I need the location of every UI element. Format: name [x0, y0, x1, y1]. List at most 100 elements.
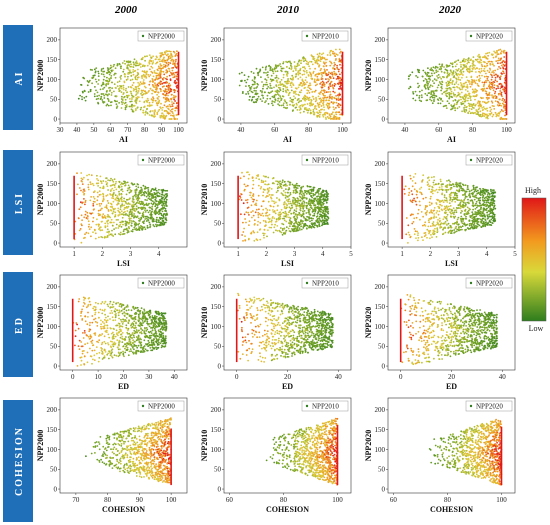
- scatter-point: [116, 195, 119, 198]
- scatter-point: [122, 220, 124, 223]
- scatter-point: [168, 70, 171, 73]
- scatter-point: [285, 60, 287, 63]
- scatter-point: [497, 49, 500, 51]
- scatter-point: [154, 84, 157, 86]
- scatter-point: [129, 208, 132, 211]
- scatter-point: [135, 88, 138, 91]
- scatter-point: [407, 78, 410, 80]
- scatter-point: [305, 98, 308, 101]
- scatter-point: [132, 73, 135, 76]
- scatter-point: [324, 58, 327, 61]
- scatter-point: [126, 189, 129, 192]
- scatter-point: [498, 104, 501, 107]
- scatter-point: [458, 199, 460, 202]
- scatter-point: [259, 68, 262, 71]
- scatter-point: [334, 63, 336, 66]
- scatter-point: [319, 215, 321, 218]
- scatter-point: [284, 184, 287, 187]
- scatter-point: [424, 212, 427, 215]
- scatter-point: [168, 100, 171, 103]
- scatter-point: [250, 70, 253, 73]
- scatter-point: [311, 104, 313, 107]
- scatter-point: [104, 225, 107, 228]
- scatter-point: [127, 86, 130, 88]
- legend-marker: [305, 158, 309, 162]
- scatter-point: [122, 230, 125, 233]
- scatter-point: [306, 219, 309, 222]
- legend: NPP2000: [137, 30, 185, 42]
- y-tick-label: 150: [211, 180, 222, 188]
- scatter-point: [157, 95, 160, 98]
- scatter-point: [82, 191, 84, 193]
- scatter-point: [248, 214, 250, 216]
- scatter-point: [429, 98, 431, 101]
- scatter-point: [280, 208, 283, 211]
- scatter-point: [333, 53, 335, 55]
- scatter-point: [446, 87, 449, 90]
- scatter-point: [460, 73, 462, 76]
- scatter-point: [322, 93, 325, 95]
- scatter-point: [426, 236, 428, 239]
- scatter-point: [500, 50, 503, 53]
- scatter-point: [173, 89, 176, 91]
- scatter-point: [252, 183, 255, 186]
- scatter-point: [466, 99, 469, 102]
- scatter-point: [173, 91, 176, 94]
- scatter-point: [163, 110, 166, 112]
- scatter-point: [159, 76, 162, 79]
- scatter-point: [318, 52, 321, 55]
- scatter-point: [312, 217, 314, 220]
- scatter-point: [158, 60, 161, 63]
- scatter-point: [295, 65, 298, 68]
- scatter-point: [483, 101, 486, 104]
- scatter-point: [321, 80, 324, 83]
- scatter-point: [325, 72, 328, 75]
- scatter-point: [301, 78, 304, 81]
- scatter-point: [113, 83, 116, 85]
- scatter-point: [93, 68, 96, 71]
- scatter-point: [466, 84, 469, 86]
- scatter-point: [275, 221, 277, 223]
- scatter-point: [118, 80, 121, 83]
- scatter-point: [313, 212, 316, 215]
- scatter-point: [144, 215, 147, 218]
- scatter-point: [305, 202, 308, 204]
- scatter-point: [111, 87, 113, 90]
- scatter-point: [443, 71, 446, 74]
- scatter-point: [132, 89, 135, 92]
- scatter-point: [118, 190, 120, 193]
- scatter-point: [288, 202, 290, 205]
- scatter-point: [316, 111, 318, 114]
- scatter-point: [108, 80, 111, 83]
- scatter-point: [299, 107, 302, 110]
- scatter-point: [499, 98, 501, 101]
- scatter-point: [126, 96, 129, 99]
- scatter-point: [448, 97, 451, 100]
- scatter-point: [339, 98, 342, 100]
- scatter-point: [129, 79, 132, 82]
- scatter-point: [285, 66, 288, 68]
- scatter-point: [127, 215, 130, 217]
- scatter-point: [453, 75, 456, 77]
- scatter-point: [252, 230, 255, 233]
- scatter-point: [257, 83, 259, 86]
- scatter-point: [277, 77, 280, 80]
- scatter-point: [161, 206, 164, 208]
- scatter-point: [296, 199, 299, 202]
- scatter-point: [465, 76, 468, 78]
- scatter-point: [469, 99, 472, 101]
- scatter-point: [334, 73, 337, 76]
- scatter-point: [498, 112, 501, 115]
- scatter-point: [245, 93, 248, 95]
- scatter-point: [243, 175, 245, 178]
- scatter-point: [500, 104, 503, 107]
- scatter-point: [146, 64, 149, 67]
- scatter-point: [283, 207, 286, 209]
- scatter-point: [302, 210, 304, 213]
- scatter-point: [138, 222, 141, 225]
- scatter-point: [165, 71, 168, 74]
- scatter-point: [108, 215, 111, 218]
- scatter-point: [485, 75, 488, 78]
- scatter-point: [167, 92, 170, 94]
- scatter-point: [294, 199, 297, 201]
